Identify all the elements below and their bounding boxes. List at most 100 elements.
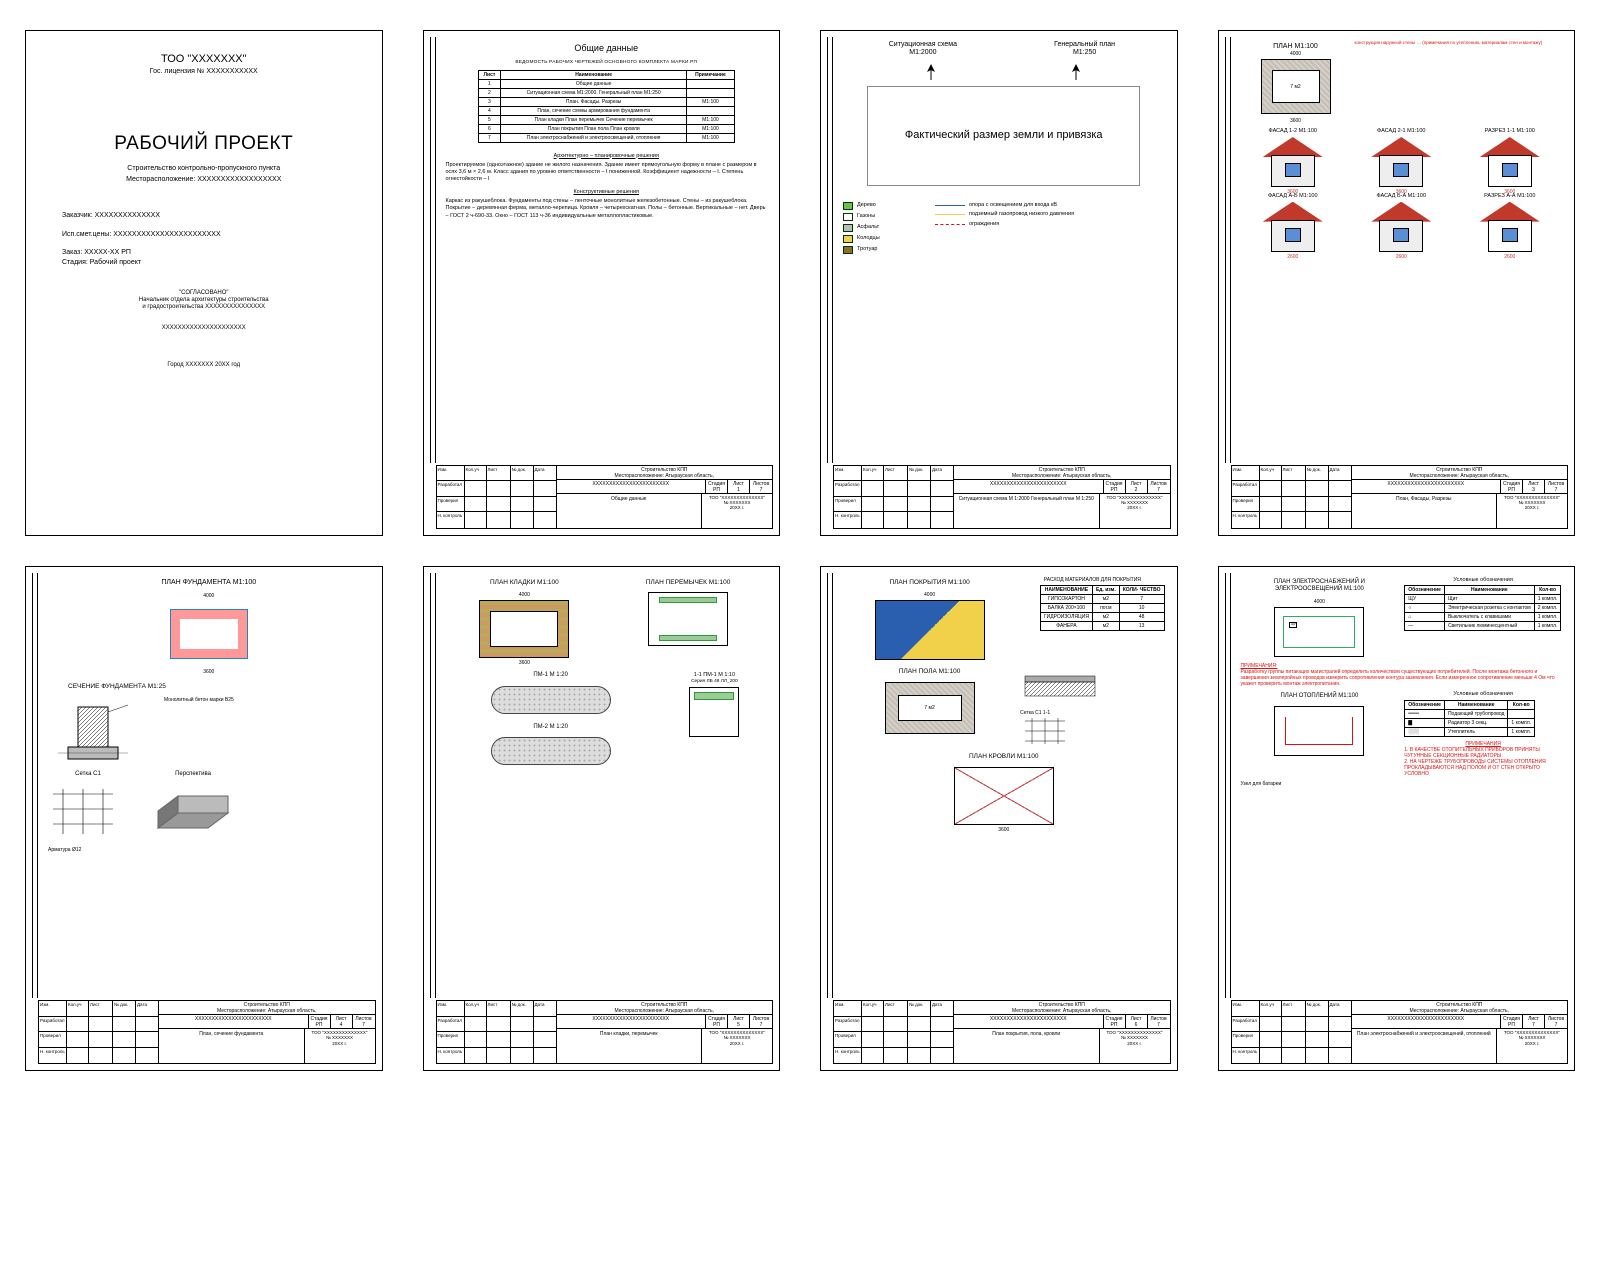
swatch-icon <box>843 224 853 232</box>
sheet-2-general-data: Общие данные ВЕДОМОСТЬ РАБОЧИХ ЧЕРТЕЖЕЙ … <box>423 30 781 536</box>
window-icon <box>1393 228 1409 242</box>
td: БАЛКА 200×100 <box>1040 603 1092 612</box>
stamp-sheet: Лист3 <box>1523 480 1545 493</box>
window-icon <box>1502 163 1518 177</box>
legend-row: Дерево <box>843 202 933 210</box>
inner-void <box>180 619 238 649</box>
th: Обозначение <box>1405 586 1445 595</box>
th: Наименование <box>501 70 687 79</box>
dim: 2600 <box>1263 254 1323 260</box>
right-scale: М1:250 <box>1073 49 1096 56</box>
basis: Исп.смет.цены: XXXXXXXXXXXXXXXXXXXXXXX <box>62 231 360 239</box>
td: 1 <box>478 79 501 88</box>
area: 7 м2 <box>924 705 934 711</box>
north-icon <box>916 62 946 82</box>
roof-icon <box>1263 137 1323 157</box>
td: Выключатель с клавишами <box>1444 613 1534 622</box>
pipe <box>1285 717 1353 745</box>
dim: 3600 <box>843 827 1165 833</box>
frame <box>1230 37 1231 463</box>
stamp-org: ТОО "XXXXXXXXXXXXXX"№ XXXXXXX20XX г. <box>1497 1029 1567 1063</box>
dim: 3600 <box>48 669 370 675</box>
frame <box>1230 573 1231 999</box>
td <box>687 79 735 88</box>
legend-label: опора с освещением для входа кВ <box>969 202 1057 209</box>
td: ГИПСОКАРТОН <box>1040 594 1092 603</box>
dim: 4000 <box>1241 51 1351 57</box>
td: м2 <box>1092 621 1119 630</box>
swatch-icon <box>843 213 853 221</box>
stamp-org: ТОО "XXXXXXXXXXXXXX"№ XXXXXXX20XX г. <box>1497 494 1567 528</box>
section-1: Архитектурно – планировочные решения Про… <box>446 153 768 184</box>
stamp-stage: СтадияРП <box>1501 480 1523 493</box>
house-icon: 2600 <box>1371 202 1431 252</box>
stamp-sheet: Лист4 <box>331 1015 353 1028</box>
td: Утеплитель <box>1444 727 1507 736</box>
cover-title: ПЛАН ПОКРЫТИЯ М1:100 <box>843 579 1016 587</box>
stamp-org: ТОО "XXXXXXXXXXXXXX"№ XXXXXXX20XX г. <box>702 494 772 528</box>
rebar-grid-small <box>1020 716 1070 746</box>
dim: 4000 <box>843 592 1016 598</box>
td: М1:100 <box>687 115 735 124</box>
stamp-main: Строительство КППМесторасположение: Атыр… <box>557 466 773 528</box>
stamp-total: Листов7 <box>353 1015 375 1028</box>
left-title: ПЛАН КЛАДКИ М1:100 <box>446 579 604 587</box>
stamp-total: Листов7 <box>750 480 772 493</box>
dim: 3600 <box>1480 189 1540 195</box>
right-title: Генеральный план <box>1054 41 1115 48</box>
stamp-total: Листов7 <box>750 1015 772 1028</box>
stamp-main: Строительство КППМесторасположение: Атыр… <box>1352 1001 1568 1063</box>
section-2: Конструктивные решения Каркас из ракушеб… <box>446 189 768 220</box>
td <box>1508 709 1535 718</box>
td: М1:100 <box>687 133 735 142</box>
legend-label: Дерево <box>857 202 876 209</box>
sheet-4-facades: ПЛАН М1:100 4000 7 м2 3600 конструкция н… <box>1218 30 1576 536</box>
td <box>687 88 735 97</box>
city-year: Город XXXXXXX 20XX год <box>48 362 360 369</box>
td: План, сечение схемы армирования фундамен… <box>501 106 687 115</box>
legend-row: опора с освещением для входа кВ <box>935 202 1165 209</box>
th: КОЛИ- ЧЕСТВО <box>1119 585 1164 594</box>
stamp-sheet: Лист7 <box>1523 1015 1545 1028</box>
section-title: СЕЧЕНИЕ ФУНДАМЕНТА М1:25 <box>68 683 370 691</box>
stamp-stage: СтадияРП <box>706 1015 728 1028</box>
td: ○ <box>1405 604 1445 613</box>
td: ⌂ <box>1405 613 1445 622</box>
stamp-side: Изм.Кол.учЛист№ док.Дата Разработал Пров… <box>437 466 557 528</box>
rebar-grid <box>48 784 128 844</box>
sheet-8-electro-heating: ПЛАН ЭЛЕКТРОСНАБЖЕНИЙ И ЭЛЕКТРООСВЕЩЕНИЙ… <box>1218 566 1576 1072</box>
th: Ед. изм. <box>1092 585 1119 594</box>
swatch-icon <box>843 246 853 254</box>
stamp-code: XXXXXXXXXXXXXXXXXXXXXXX <box>1352 1015 1502 1028</box>
note-1: 1. В КАЧЕСТВЕ ОТОПИТЕЛЬНЫХ ПРИБОРОВ ПРИН… <box>1404 747 1562 759</box>
soglasovano: "СОГЛАСОВАНО" <box>48 290 360 297</box>
placeholder-text: Фактический размер земли и привязка <box>905 129 1103 142</box>
drawings-table: Лист Наименование Примечание 1Общие данн… <box>478 70 735 143</box>
dim: 3600 <box>1371 189 1431 195</box>
td: м2 <box>1092 594 1119 603</box>
title-block: Изм.Кол.учЛист№ док.Дата Разработал Пров… <box>38 1000 376 1064</box>
td: ░░░ <box>1405 727 1445 736</box>
info-block: Заказчик: XXXXXXXXXXXXXX Исп.смет.цены: … <box>62 212 360 268</box>
house-icon: 3600 <box>1480 137 1540 187</box>
right-title: ПЛАН ПЕРЕМЫЧЕК М1:100 <box>609 579 767 587</box>
legend-label: ограждения <box>969 221 999 228</box>
title-block: Изм.Кол.учЛист№ док.Дата Разработал Пров… <box>436 465 774 529</box>
stamp-sheet-name: План кладки, перемычек <box>557 1029 703 1063</box>
stamp-code: XXXXXXXXXXXXXXXXXXXXXXX <box>159 1015 309 1028</box>
td: План кладки План перемычек Сечение перем… <box>501 115 687 124</box>
sheet-grid: ТОО "XXXXXXX" Гос. лицензия № XXXXXXXXXX… <box>25 30 1575 1071</box>
elec-title: ПЛАН ЭЛЕКТРОСНАБЖЕНИЙ И ЭЛЕКТРООСВЕЩЕНИЙ… <box>1241 579 1399 593</box>
line-icon <box>935 214 965 215</box>
sheet-5-foundation: ПЛАН ФУНДАМЕНТА М1:100 4000 3600 СЕЧЕНИЕ… <box>25 566 383 1072</box>
stamp-sheet-name: План, сечение фундамента <box>159 1029 305 1063</box>
facade-cell: ФАСАД Б-А М1:100 2600 <box>1349 193 1454 254</box>
facade-cell: ФАСАД А-Б М1:100 2600 <box>1241 193 1346 254</box>
td: Подающий трубопровод <box>1444 709 1507 718</box>
legend-label: Газоны <box>857 213 875 220</box>
sheet-7-coverage: ПЛАН ПОКРЫТИЯ М1:100 4000 РАСХОД МАТЕРИА… <box>820 566 1178 1072</box>
red-annotation: конструкция наружной стены … (примечания… <box>1355 41 1563 124</box>
stamp-sheet-name: План покрытия, пола, кровли <box>954 1029 1100 1063</box>
pm1-label: ПМ-1 М 1:20 <box>446 672 656 679</box>
left-title: Ситуационная схема <box>889 41 957 48</box>
